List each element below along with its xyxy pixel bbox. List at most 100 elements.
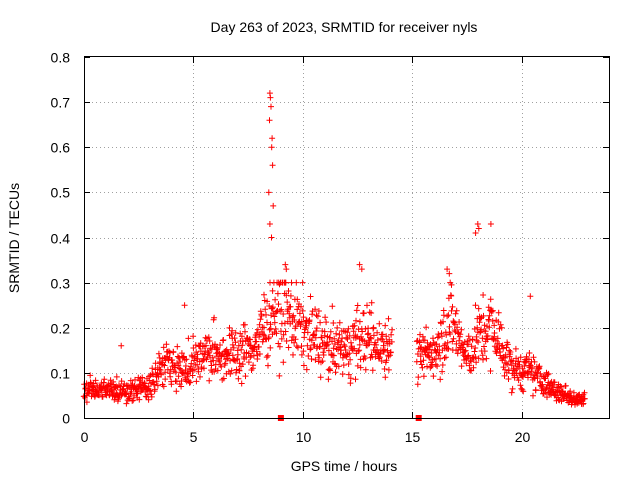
data-point [153,378,160,385]
data-point [167,366,174,373]
data-point [123,400,130,407]
data-point [235,375,242,382]
data-point [161,362,168,369]
data-point [332,369,339,376]
data-point [178,383,185,390]
data-point [449,338,456,345]
data-point [471,348,478,355]
data-point [437,376,444,383]
data-point [508,362,515,369]
data-point [364,302,370,309]
data-point [418,361,425,368]
outlier-point [356,261,363,268]
data-point [214,345,221,352]
data-point [367,334,373,341]
data-point [192,342,199,349]
data-point [178,350,185,357]
data-point [469,336,476,343]
data-point [201,365,207,372]
data-point [250,362,257,369]
data-point [154,382,161,389]
data-point [430,339,437,346]
data-point [472,354,479,360]
data-point [344,336,351,342]
data-point [458,363,465,370]
data-point [487,368,494,374]
data-point [200,357,207,363]
data-point [356,347,363,354]
data-point [389,326,395,333]
data-point [256,351,263,357]
data-point [450,335,457,342]
data-point [383,357,390,364]
data-point [163,341,170,348]
data-point [532,386,539,393]
data-point [330,345,337,352]
data-point [339,371,346,378]
data-point [303,366,310,373]
data-point [284,299,291,306]
x-tick-label: 20 [515,429,531,445]
data-point [426,354,433,361]
data-point [385,315,392,322]
outlier-point [181,302,188,309]
data-point [347,375,354,382]
data-point [145,396,152,403]
data-point [111,396,118,403]
data-point [465,333,472,340]
data-point [264,298,271,305]
data-point [175,362,182,369]
x-tick-label: 0 [81,429,89,445]
chart-title: Day 263 of 2023, SRMTID for receiver nyl… [211,19,478,35]
data-point [368,310,375,316]
data-point [475,355,482,362]
data-point [453,307,460,314]
data-point [299,307,306,314]
data-point [136,396,143,403]
data-point [359,328,366,335]
data-point [208,362,215,369]
data-point [374,337,381,343]
data-point [305,353,312,359]
data-point [307,293,314,300]
data-point [485,304,492,311]
data-point [443,331,450,338]
data-point [449,303,456,310]
data-point [211,368,218,375]
data-point [470,364,477,371]
data-point [236,367,243,374]
data-point [422,345,429,351]
data-point [444,339,451,346]
data-point [168,381,175,388]
data-point [356,318,363,325]
data-point [275,340,282,347]
data-point [234,355,241,362]
data-point [265,334,272,341]
data-point [474,324,481,331]
data-point [290,351,296,358]
data-point [330,320,337,326]
data-point [468,358,474,365]
data-point [320,352,327,358]
axis-ticks [84,57,609,419]
data-point [581,389,588,396]
data-point [274,290,281,297]
data-point [504,341,511,348]
data-point [194,361,201,368]
data-point [193,378,200,385]
y-tick-label: 0 [62,411,70,427]
data-point [269,287,276,294]
data-point [178,378,185,384]
outlier-point [358,266,365,273]
data-point [327,328,334,335]
data-point [351,345,358,352]
data-point [231,335,238,342]
data-point [241,321,248,328]
data-point [342,347,349,353]
data-point [247,354,254,361]
data-point [415,374,422,381]
data-point [220,337,227,343]
data-point [289,313,296,320]
data-point [360,310,367,317]
data-point [125,395,132,402]
